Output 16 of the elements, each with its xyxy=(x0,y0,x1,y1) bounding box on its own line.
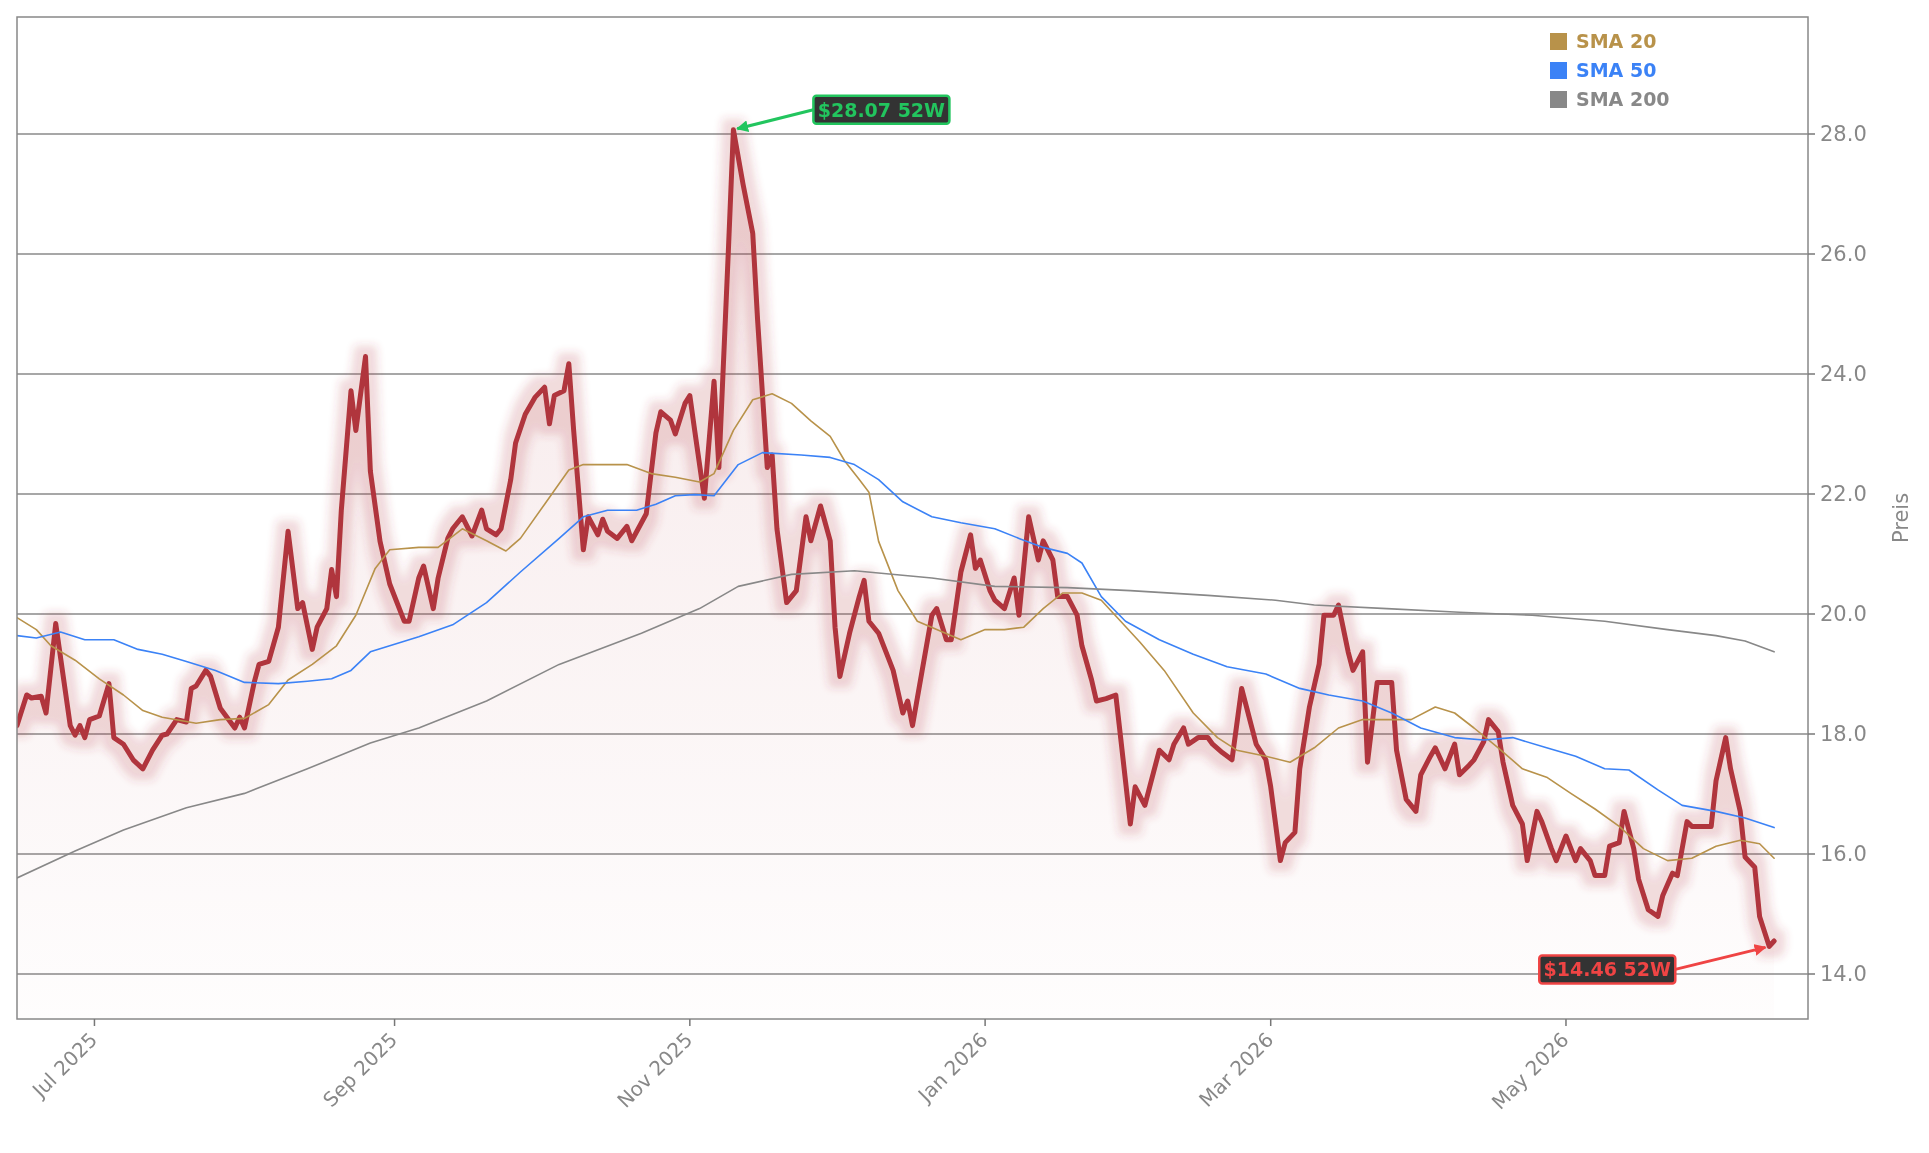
y-tick-label: 14.0 xyxy=(1820,962,1867,987)
y-tick-label: 22.0 xyxy=(1820,482,1867,507)
y-axis-title: Preis xyxy=(1889,492,1913,544)
legend-label: SMA 20 xyxy=(1576,29,1657,52)
legend-label: SMA 200 xyxy=(1576,87,1670,110)
y-tick-label: 26.0 xyxy=(1820,242,1867,267)
legend-label: SMA 50 xyxy=(1576,58,1657,81)
annotation: $14.46 52W xyxy=(1543,958,1671,981)
y-tick-label: 20.0 xyxy=(1820,602,1867,627)
line-series xyxy=(17,451,1775,829)
y-tick-label: 24.0 xyxy=(1820,362,1867,387)
y-tick-label: 18.0 xyxy=(1820,722,1867,747)
line-series xyxy=(17,393,1775,862)
y-tick-label: 16.0 xyxy=(1820,842,1867,867)
annotation: $28.07 52W xyxy=(817,98,946,121)
y-tick-label: 28.0 xyxy=(1820,122,1867,147)
